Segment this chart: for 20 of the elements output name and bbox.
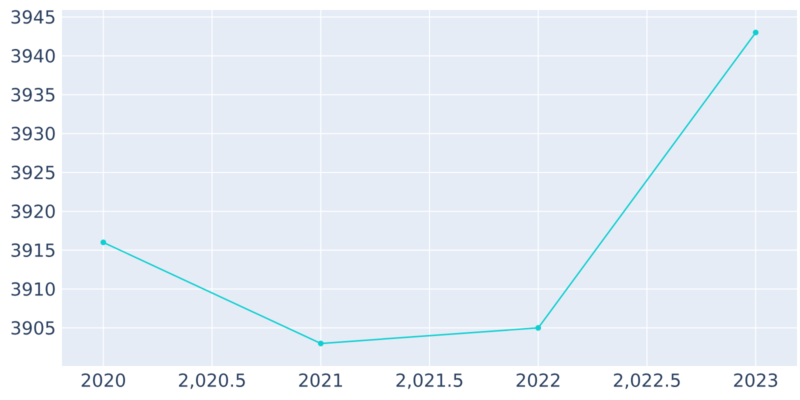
x-tick-label: 2,021.5 <box>396 373 462 389</box>
point <box>752 30 759 36</box>
x-tick-label: 2020 <box>82 373 126 387</box>
y-tick-label: 3915 <box>12 243 54 257</box>
y-tick-label: 3945 <box>12 10 54 24</box>
y-tick-label: 3905 <box>12 321 54 335</box>
y-tick-label: 3935 <box>12 88 54 102</box>
point <box>318 340 324 346</box>
y-tick-label: 3925 <box>12 166 54 180</box>
y-tick-label: 3920 <box>12 204 55 218</box>
point <box>535 325 542 331</box>
x-tick-label: 2,020.5 <box>179 373 245 389</box>
point <box>100 240 106 246</box>
x-tick-label: 2021 <box>299 373 342 387</box>
y-tick-label: 3910 <box>12 282 55 296</box>
y-tick-label: 3930 <box>12 126 55 140</box>
x-tick-label: 2022 <box>516 373 560 387</box>
x-tick-label: 2023 <box>734 373 778 387</box>
y-tick-label: 3940 <box>12 49 55 63</box>
x-tick-label: 2,022.5 <box>614 373 680 389</box>
